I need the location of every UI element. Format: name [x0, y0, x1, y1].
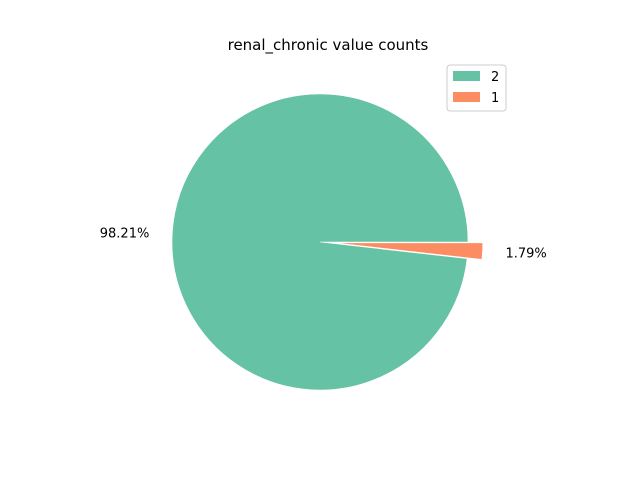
legend-label-2: 2	[491, 70, 499, 85]
legend-swatch-1	[453, 92, 480, 102]
percent-label-1: 1.79%	[505, 246, 546, 261]
pie-slices	[171, 93, 484, 391]
pie-slice-2	[171, 93, 469, 391]
legend-swatch-2	[453, 71, 480, 81]
percent-labels: 98.21% 1.79%	[100, 226, 547, 261]
legend: 21	[446, 64, 507, 112]
chart-title: renal_chronic value counts	[228, 36, 429, 55]
pie-slice-1	[334, 242, 484, 260]
legend-label-1: 1	[491, 91, 499, 106]
percent-label-2: 98.21%	[100, 226, 150, 241]
